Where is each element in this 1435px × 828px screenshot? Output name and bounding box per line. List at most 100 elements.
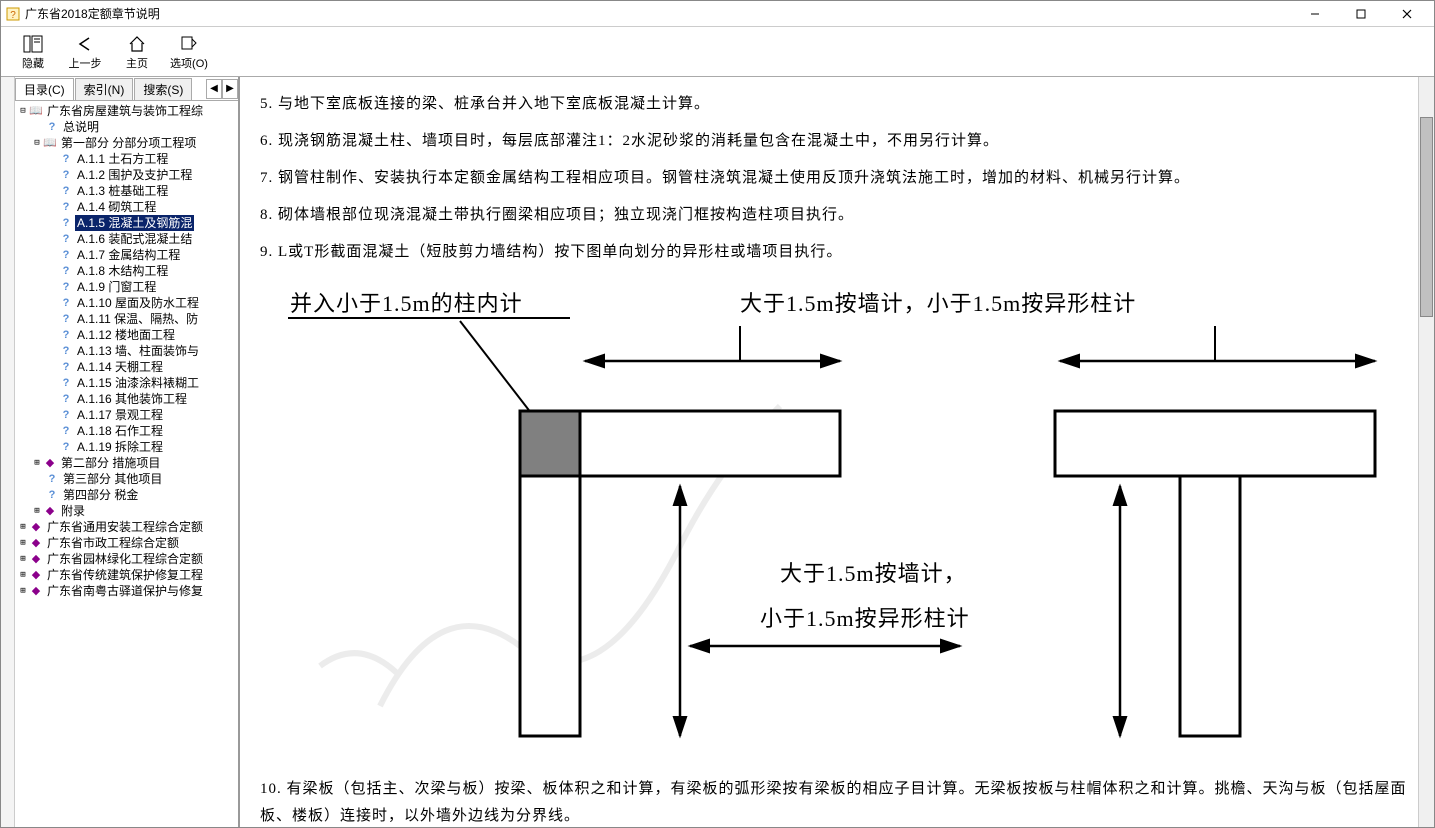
home-icon bbox=[127, 33, 147, 55]
book-icon: ◆ bbox=[43, 504, 57, 518]
app-icon: ? bbox=[5, 6, 21, 22]
help-icon: ? bbox=[59, 248, 73, 262]
tree-node[interactable]: ?A.1.4 砌筑工程 bbox=[17, 199, 236, 215]
tree-node[interactable]: ?A.1.11 保温、隔热、防 bbox=[17, 311, 236, 327]
home-label: 主页 bbox=[126, 55, 148, 71]
paragraph: 10. 有梁板（包括主、次梁与板）按梁、板体积之和计算，有梁板的弧形梁按有梁板的… bbox=[260, 776, 1414, 827]
help-icon: ? bbox=[59, 408, 73, 422]
tab-search[interactable]: 搜索(S) bbox=[134, 78, 192, 100]
book-icon: 📖 bbox=[43, 136, 57, 150]
toolbar: 隐藏 上一步 主页 选项(O) bbox=[1, 27, 1434, 77]
sidebar: 目录(C) 索引(N) 搜索(S) ◀ ▶ ⊟📖广东省房屋建筑与装饰工程综 ?总… bbox=[15, 77, 240, 827]
home-button[interactable]: 主页 bbox=[113, 30, 161, 74]
tree-node[interactable]: ?A.1.8 木结构工程 bbox=[17, 263, 236, 279]
book-icon: ◆ bbox=[29, 552, 43, 566]
help-icon: ? bbox=[59, 376, 73, 390]
book-icon: ◆ bbox=[29, 584, 43, 598]
help-icon: ? bbox=[59, 312, 73, 326]
tree-node[interactable]: ⊞◆广东省市政工程综合定额 bbox=[17, 535, 236, 551]
book-icon: ◆ bbox=[29, 520, 43, 534]
back-label: 上一步 bbox=[69, 55, 102, 71]
help-icon: ? bbox=[59, 216, 73, 230]
options-label: 选项(O) bbox=[170, 55, 208, 71]
maximize-button[interactable] bbox=[1338, 2, 1384, 26]
help-icon: ? bbox=[59, 440, 73, 454]
help-icon: ? bbox=[59, 152, 73, 166]
paragraph: 5. 与地下室底板连接的梁、桩承台并入地下室底板混凝土计算。 bbox=[260, 91, 1414, 118]
book-icon: ◆ bbox=[43, 456, 57, 470]
diagram-label-left: 并入小于1.5m的柱内计 bbox=[290, 291, 523, 316]
content-body: 5. 与地下室底板连接的梁、桩承台并入地下室底板混凝土计算。 6. 现浇钢筋混凝… bbox=[240, 77, 1434, 827]
tree-node[interactable]: ?A.1.17 景观工程 bbox=[17, 407, 236, 423]
tree-node[interactable]: ?A.1.12 楼地面工程 bbox=[17, 327, 236, 343]
tree-node[interactable]: ⊟📖第一部分 分部分项工程项 bbox=[17, 135, 236, 151]
left-docked-strip bbox=[1, 77, 15, 827]
tree-node[interactable]: ?A.1.19 拆除工程 bbox=[17, 439, 236, 455]
toc-tree[interactable]: ⊟📖广东省房屋建筑与装饰工程综 ?总说明 ⊟📖第一部分 分部分项工程项 ?A.1… bbox=[15, 101, 238, 827]
book-icon: 📖 bbox=[29, 104, 43, 118]
options-button[interactable]: 选项(O) bbox=[165, 30, 213, 74]
help-icon: ? bbox=[45, 472, 59, 486]
book-icon: ◆ bbox=[29, 536, 43, 550]
help-icon: ? bbox=[59, 232, 73, 246]
tree-node[interactable]: ⊞◆广东省南粤古驿道保护与修复 bbox=[17, 583, 236, 599]
vertical-scrollbar[interactable] bbox=[1418, 77, 1434, 827]
help-icon: ? bbox=[59, 360, 73, 374]
content-pane: 5. 与地下室底板连接的梁、桩承台并入地下室底板混凝土计算。 6. 现浇钢筋混凝… bbox=[240, 77, 1434, 827]
tree-node[interactable]: ⊞◆广东省园林绿化工程综合定额 bbox=[17, 551, 236, 567]
book-icon: ◆ bbox=[29, 568, 43, 582]
paragraph: 9. L或T形截面混凝土（短肢剪力墙结构）按下图单向划分的异形柱或墙项目执行。 bbox=[260, 239, 1414, 266]
tree-node[interactable]: ⊞◆广东省通用安装工程综合定额 bbox=[17, 519, 236, 535]
tree-node[interactable]: ?A.1.2 围护及支护工程 bbox=[17, 167, 236, 183]
help-icon: ? bbox=[59, 328, 73, 342]
tree-node[interactable]: ?A.1.6 装配式混凝土结 bbox=[17, 231, 236, 247]
tree-node[interactable]: ?A.1.10 屋面及防水工程 bbox=[17, 295, 236, 311]
tree-node[interactable]: ?A.1.14 天棚工程 bbox=[17, 359, 236, 375]
diagram-label-right: 大于1.5m按墙计，小于1.5m按异形柱计 bbox=[740, 291, 1136, 316]
tree-node[interactable]: ?A.1.13 墙、柱面装饰与 bbox=[17, 343, 236, 359]
help-icon: ? bbox=[59, 264, 73, 278]
tab-index[interactable]: 索引(N) bbox=[75, 78, 134, 100]
tree-node[interactable]: ?A.1.15 油漆涂料裱糊工 bbox=[17, 375, 236, 391]
tab-scroll-left[interactable]: ◀ bbox=[206, 79, 222, 99]
tree-node[interactable]: ?A.1.9 门窗工程 bbox=[17, 279, 236, 295]
help-icon: ? bbox=[59, 392, 73, 406]
tree-node[interactable]: ⊞◆第二部分 措施项目 bbox=[17, 455, 236, 471]
tree-node[interactable]: ?A.1.3 桩基础工程 bbox=[17, 183, 236, 199]
help-icon: ? bbox=[45, 488, 59, 502]
column-diagram: 并入小于1.5m的柱内计 大于 bbox=[260, 286, 1414, 756]
tab-scroll-right[interactable]: ▶ bbox=[222, 79, 238, 99]
help-window: ? 广东省2018定额章节说明 隐藏 上一步 bbox=[0, 0, 1435, 828]
tree-node[interactable]: ?A.1.18 石作工程 bbox=[17, 423, 236, 439]
back-button[interactable]: 上一步 bbox=[61, 30, 109, 74]
tree-node-selected[interactable]: ?A.1.5 混凝土及钢筋混 bbox=[17, 215, 236, 231]
tree-node[interactable]: ?A.1.7 金属结构工程 bbox=[17, 247, 236, 263]
help-icon: ? bbox=[59, 280, 73, 294]
tab-toc[interactable]: 目录(C) bbox=[15, 78, 74, 100]
scrollbar-thumb[interactable] bbox=[1420, 117, 1433, 317]
tree-node[interactable]: ?A.1.16 其他装饰工程 bbox=[17, 391, 236, 407]
tree-node[interactable]: ?总说明 bbox=[17, 119, 236, 135]
window-title: 广东省2018定额章节说明 bbox=[25, 5, 1292, 22]
help-icon: ? bbox=[59, 184, 73, 198]
paragraph: 7. 钢管柱制作、安装执行本定额金属结构工程相应项目。钢管柱浇筑混凝土使用反顶升… bbox=[260, 165, 1414, 192]
help-icon: ? bbox=[45, 120, 59, 134]
help-icon: ? bbox=[59, 344, 73, 358]
hide-label: 隐藏 bbox=[22, 55, 44, 71]
tree-node[interactable]: ⊟📖广东省房屋建筑与装饰工程综 bbox=[17, 103, 236, 119]
help-icon: ? bbox=[59, 200, 73, 214]
sidebar-tabs: 目录(C) 索引(N) 搜索(S) ◀ ▶ bbox=[15, 77, 238, 101]
tree-node[interactable]: ⊞◆广东省传统建筑保护修复工程 bbox=[17, 567, 236, 583]
minimize-button[interactable] bbox=[1292, 2, 1338, 26]
tree-node[interactable]: ?A.1.1 土石方工程 bbox=[17, 151, 236, 167]
svg-text:?: ? bbox=[10, 10, 16, 21]
hide-button[interactable]: 隐藏 bbox=[9, 30, 57, 74]
diagram-label-center2: 小于1.5m按异形柱计 bbox=[760, 606, 970, 631]
titlebar: ? 广东省2018定额章节说明 bbox=[1, 1, 1434, 27]
tree-node[interactable]: ?第三部分 其他项目 bbox=[17, 471, 236, 487]
close-button[interactable] bbox=[1384, 2, 1430, 26]
tree-node[interactable]: ⊞◆附录 bbox=[17, 503, 236, 519]
hide-icon bbox=[23, 33, 43, 55]
help-icon: ? bbox=[59, 168, 73, 182]
tree-node[interactable]: ?第四部分 税金 bbox=[17, 487, 236, 503]
